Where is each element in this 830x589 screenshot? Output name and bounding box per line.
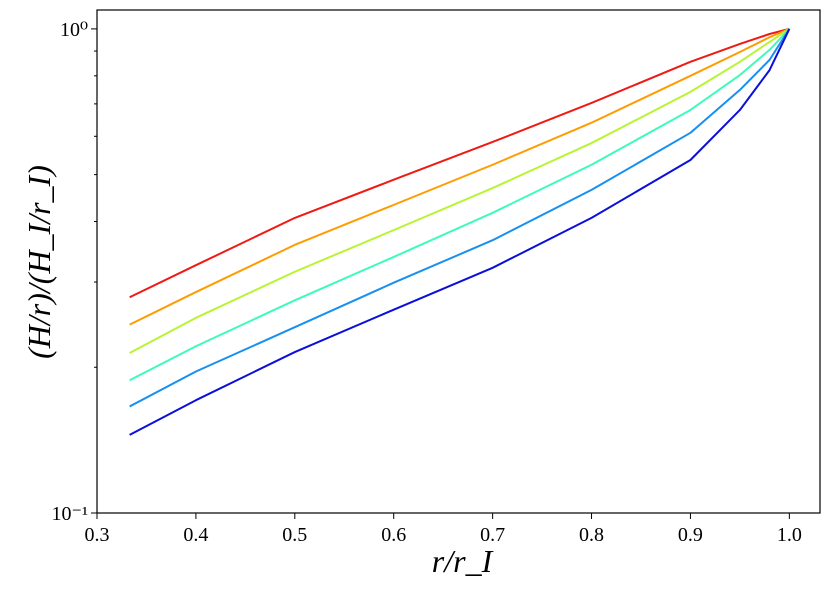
line	[129, 28, 790, 354]
x-axis-label: r/r_I	[432, 543, 494, 579]
line	[129, 28, 791, 382]
y-tick-label: 10⁰	[60, 19, 88, 41]
x-tick-label: 0.6	[381, 524, 406, 546]
x-tick-label: 0.8	[579, 524, 604, 546]
line	[129, 28, 791, 408]
x-tick-label: 0.5	[282, 524, 307, 546]
line	[129, 27, 790, 326]
line	[129, 28, 791, 436]
x-tick-label: 0.4	[183, 524, 208, 546]
x-tick-label: 1.0	[777, 524, 802, 546]
line	[129, 27, 790, 299]
plot-frame	[96, 9, 821, 514]
y-axis-label: (H/r)/(H_I/r_I)	[21, 165, 57, 359]
x-tick-label: 0.3	[85, 524, 110, 546]
x-tick-label: 0.7	[480, 524, 505, 546]
y-tick-label: 10⁻¹	[51, 503, 88, 525]
x-tick-label: 0.9	[678, 524, 703, 546]
